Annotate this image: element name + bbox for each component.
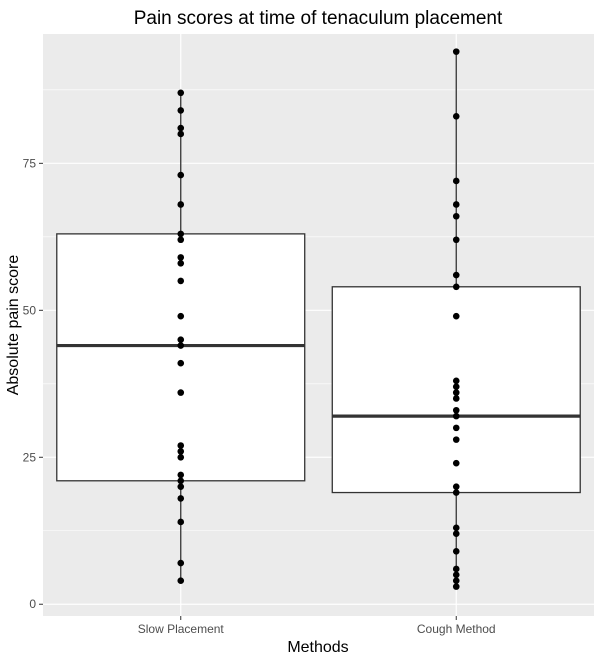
- data-point: [452, 412, 460, 420]
- data-point: [452, 312, 460, 320]
- boxes: [56, 51, 581, 587]
- data-point: [177, 359, 185, 367]
- data-point: [177, 312, 185, 320]
- data-point: [452, 489, 460, 496]
- data-point: [452, 565, 460, 573]
- data-point: [177, 201, 185, 208]
- data-point: [177, 389, 185, 396]
- data-point: [177, 130, 185, 138]
- box-iqr: [56, 233, 306, 482]
- data-point: [177, 453, 185, 461]
- data-point: [177, 171, 185, 179]
- data-points: [177, 48, 460, 590]
- data-point: [177, 559, 185, 567]
- data-point: [452, 212, 460, 220]
- x-axis-ticks: Slow Placement Cough Method: [138, 616, 496, 636]
- data-point: [452, 583, 460, 590]
- data-point: [177, 254, 185, 261]
- x-tick-label: Cough Method: [417, 622, 496, 636]
- data-point: [177, 236, 185, 244]
- data-point: [177, 518, 185, 526]
- data-point: [452, 395, 460, 402]
- data-point: [452, 201, 460, 208]
- y-tick-label: 50: [23, 303, 37, 317]
- data-point: [452, 577, 460, 585]
- data-point: [452, 571, 460, 579]
- data-point: [177, 442, 185, 449]
- data-point: [177, 448, 185, 455]
- data-point: [177, 259, 185, 267]
- data-point: [177, 277, 185, 285]
- data-point: [452, 436, 460, 443]
- data-point: [452, 236, 460, 244]
- data-point: [177, 577, 185, 585]
- x-tick-label: Slow Placement: [138, 622, 225, 636]
- data-point: [177, 477, 185, 485]
- data-point: [452, 483, 460, 490]
- data-point: [452, 524, 460, 532]
- data-point: [452, 530, 460, 537]
- data-point: [452, 48, 460, 55]
- data-point: [177, 336, 185, 343]
- data-point: [452, 389, 460, 396]
- data-point: [177, 471, 185, 479]
- data-point: [452, 548, 460, 555]
- data-point: [177, 230, 185, 238]
- data-point: [452, 406, 460, 414]
- y-tick-label: 0: [29, 597, 36, 611]
- data-point: [452, 283, 460, 291]
- chart-title: Pain scores at time of tenaculum placeme…: [134, 8, 503, 29]
- y-axis-title: Absolute pain score: [5, 255, 22, 396]
- data-point: [452, 383, 460, 391]
- y-tick-label: 25: [23, 450, 37, 464]
- data-point: [452, 424, 460, 432]
- data-point: [177, 89, 185, 97]
- data-point: [452, 113, 460, 120]
- data-point: [177, 483, 185, 490]
- data-point: [452, 177, 460, 185]
- y-axis-ticks: 0 25 50 75: [23, 156, 43, 611]
- x-axis-title: Methods: [287, 639, 348, 656]
- y-tick-label: 75: [23, 156, 37, 170]
- data-point: [452, 459, 460, 467]
- data-point: [177, 107, 185, 114]
- data-point: [177, 124, 185, 132]
- data-point: [452, 271, 460, 279]
- data-point: [177, 495, 185, 502]
- data-point: [452, 377, 460, 385]
- data-point: [177, 342, 185, 349]
